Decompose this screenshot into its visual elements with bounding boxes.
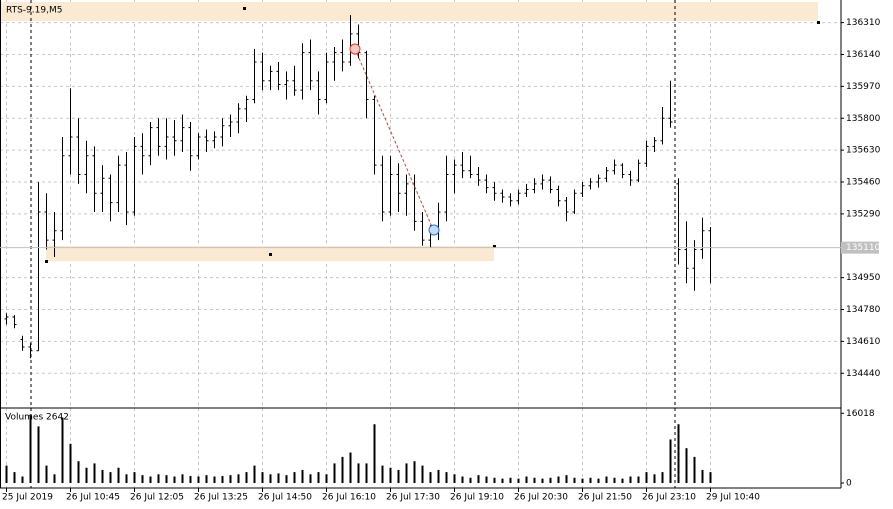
marks: [4, 15, 713, 483]
x-tick-label: 26 Jul 13:25: [194, 493, 248, 503]
trade-line: [354, 48, 434, 230]
anchor: [45, 260, 48, 263]
y-tick-label: 134440: [846, 369, 881, 379]
zone: [0, 2, 818, 21]
entry-mark: [349, 43, 361, 55]
y-tick-label: 135630: [846, 146, 881, 156]
y-tick-label: 135800: [846, 114, 881, 124]
y-tick-label: 135290: [846, 209, 881, 219]
volume-title: Volumes 2642: [5, 413, 69, 423]
y-tick-label: 136310: [846, 18, 881, 28]
anchor: [817, 21, 820, 24]
y-tick-label: 16018: [846, 409, 875, 419]
y-tick-label: 135460: [846, 178, 881, 188]
x-tick-label: 26 Jul 21:50: [578, 493, 632, 503]
x-tick-label: 26 Jul 10:45: [66, 493, 120, 503]
y-tick-label: 135970: [846, 82, 881, 92]
grid: [0, 0, 841, 488]
x-tick-label: 26 Jul 12:05: [130, 493, 184, 503]
y-tick-label: 134610: [846, 337, 881, 347]
x-tick-label: 29 Jul 10:40: [706, 493, 760, 503]
last-price-label: 135110: [846, 243, 881, 253]
y-tick-label: 136140: [846, 50, 881, 60]
x-tick-label: 26 Jul 16:10: [322, 493, 376, 503]
chart-title: RTS-9.19,M5: [6, 6, 62, 16]
x-tick-label: 26 Jul 19:10: [450, 493, 504, 503]
exit-mark: [428, 224, 440, 236]
anchor: [493, 245, 496, 248]
y-tick-label: 134950: [846, 273, 881, 283]
y-tick-label: 134780: [846, 305, 881, 315]
anchor: [269, 253, 272, 256]
x-tick-label: 26 Jul 17:30: [386, 493, 440, 503]
last-price-box: [841, 241, 879, 254]
y-tick-label: 0: [846, 479, 852, 489]
x-tick-label: 26 Jul 23:10: [642, 493, 696, 503]
x-tick-label: 26 Jul 14:50: [258, 493, 312, 503]
anchor: [243, 7, 246, 10]
x-tick-label: 25 Jul 2019: [2, 493, 53, 503]
x-tick-label: 26 Jul 20:30: [514, 493, 568, 503]
